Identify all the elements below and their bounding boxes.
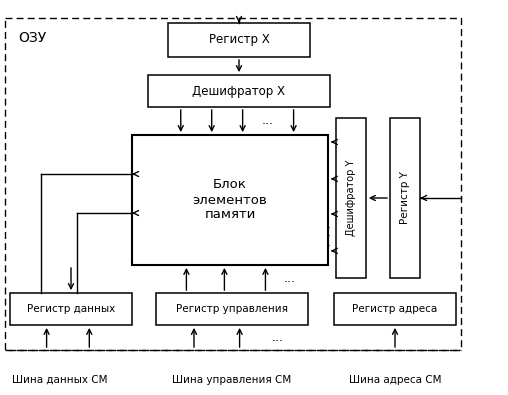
Text: .: . [327,218,331,231]
Bar [336,118,366,278]
Bar [156,293,308,325]
Text: Регистр адреса: Регистр адреса [353,304,437,314]
Text: ...: ... [272,331,283,344]
Text: .: . [327,235,331,248]
Text: ...: ... [262,115,274,128]
Bar [10,293,132,325]
Text: Блок
элементов
памяти: Блок элементов памяти [193,179,267,222]
Bar [390,118,420,278]
Text: Дешифратор X: Дешифратор X [193,85,285,98]
Text: Регистр X: Регистр X [209,34,269,47]
Text: Регистр Y: Регистр Y [400,171,410,224]
Bar [168,23,310,57]
Text: Шина данных СМ: Шина данных СМ [12,375,108,385]
Text: Регистр управления: Регистр управления [176,304,288,314]
Bar [148,75,330,107]
Text: Дешифратор Y: Дешифратор Y [346,160,356,236]
Bar [334,293,456,325]
Bar [132,135,328,265]
Bar [5,18,461,350]
Text: Регистр данных: Регистр данных [27,304,115,314]
Text: ...: ... [284,273,296,286]
Text: ОЗУ: ОЗУ [18,31,46,45]
Text: Шина управления СМ: Шина управления СМ [172,375,292,385]
Text: Шина адреса СМ: Шина адреса СМ [349,375,441,385]
Text: .: . [327,226,331,239]
